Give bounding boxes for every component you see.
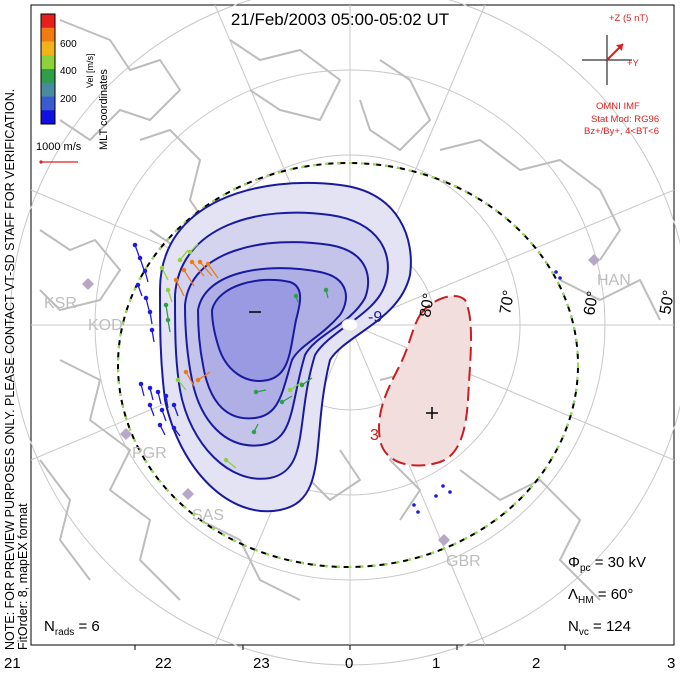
mlt-label-23: 23 — [253, 655, 270, 672]
pole-marker — [341, 318, 359, 332]
colorbar-border — [40, 13, 56, 125]
station-pgr: PGR — [132, 445, 167, 462]
mlt-label-21: 21 — [4, 655, 21, 672]
lat-label-50: 50° — [657, 289, 678, 316]
colorbar-segment — [41, 27, 55, 42]
side-note: NOTE: FOR PREVIEW PURPOSES ONLY. PLEASE … — [3, 89, 17, 650]
colorbar-label: Vel [m/s] — [85, 53, 95, 88]
colorbar-tick-600: 600 — [60, 39, 77, 50]
imf-source: OMNI IMF — [596, 101, 640, 112]
station-ksr: KSR — [44, 295, 77, 312]
contour-label-neg: -9 — [368, 309, 382, 326]
mlt-axis-labels: 21 22 23 0 1 2 3 — [4, 655, 675, 672]
imf-y-label: +Y — [627, 58, 640, 69]
contour-label-pos: 3 — [370, 427, 379, 444]
station-kod: KOD — [88, 317, 123, 334]
radar-stations — [82, 254, 600, 546]
lat-label-70: 70° — [497, 289, 518, 316]
mlt-axis-ticks — [134, 645, 566, 650]
lat-label-80: 80° — [417, 292, 438, 319]
imf-condition: Bz+/By+, 4<BT<6 — [584, 126, 659, 137]
map-title: 21/Feb/2003 05:00-05:02 UT — [231, 10, 449, 29]
max-marker — [426, 407, 438, 419]
colorbar-segment — [41, 41, 55, 56]
mlt-label-2: 2 — [532, 655, 540, 672]
colorbar-segment — [41, 110, 55, 125]
lat-label-60: 60° — [581, 290, 602, 317]
station-gbr: GBR — [446, 553, 481, 570]
fit-info: FitOrder: 8, mapEX format — [16, 503, 30, 650]
colorbar-segment — [41, 55, 55, 70]
imf-clock — [582, 35, 632, 85]
coastlines — [39, 19, 661, 601]
colorbar-ticks: 600 400 200 — [60, 39, 77, 105]
colorbar-segment — [41, 69, 55, 84]
velocity-vectors — [132, 242, 562, 514]
velocity-scale-label: 1000 m/s — [36, 141, 82, 153]
latitude-labels: 80° 70° 60° 50° — [417, 289, 678, 319]
hm-boundary-highlight — [117, 162, 579, 568]
mlt-label-0: 0 — [345, 655, 353, 672]
coords-label: MLT coordinates — [98, 69, 110, 150]
station-labels: KSR KOD PGR SAS HAN GBR — [44, 272, 631, 570]
negative-potential-cell — [158, 181, 412, 513]
colorbar-segment — [41, 96, 55, 111]
station-han: HAN — [597, 272, 631, 289]
mlt-label-22: 22 — [155, 655, 172, 672]
colorbar-segment — [41, 82, 55, 97]
colorbar-tick-200: 200 — [60, 94, 77, 105]
imf-z-label: +Z (5 nT) — [609, 13, 648, 24]
mlt-label-1: 1 — [432, 655, 440, 672]
station-sas: SAS — [192, 507, 224, 524]
colorbar-segment — [41, 14, 55, 29]
colorbar-tick-400: 400 — [60, 66, 77, 77]
positive-potential-cell — [378, 295, 473, 467]
imf-stat-mod: Stat Mod: RG96 — [591, 114, 659, 125]
mlt-label-3: 3 — [667, 655, 675, 672]
velocity-colorbar — [40, 13, 56, 125]
